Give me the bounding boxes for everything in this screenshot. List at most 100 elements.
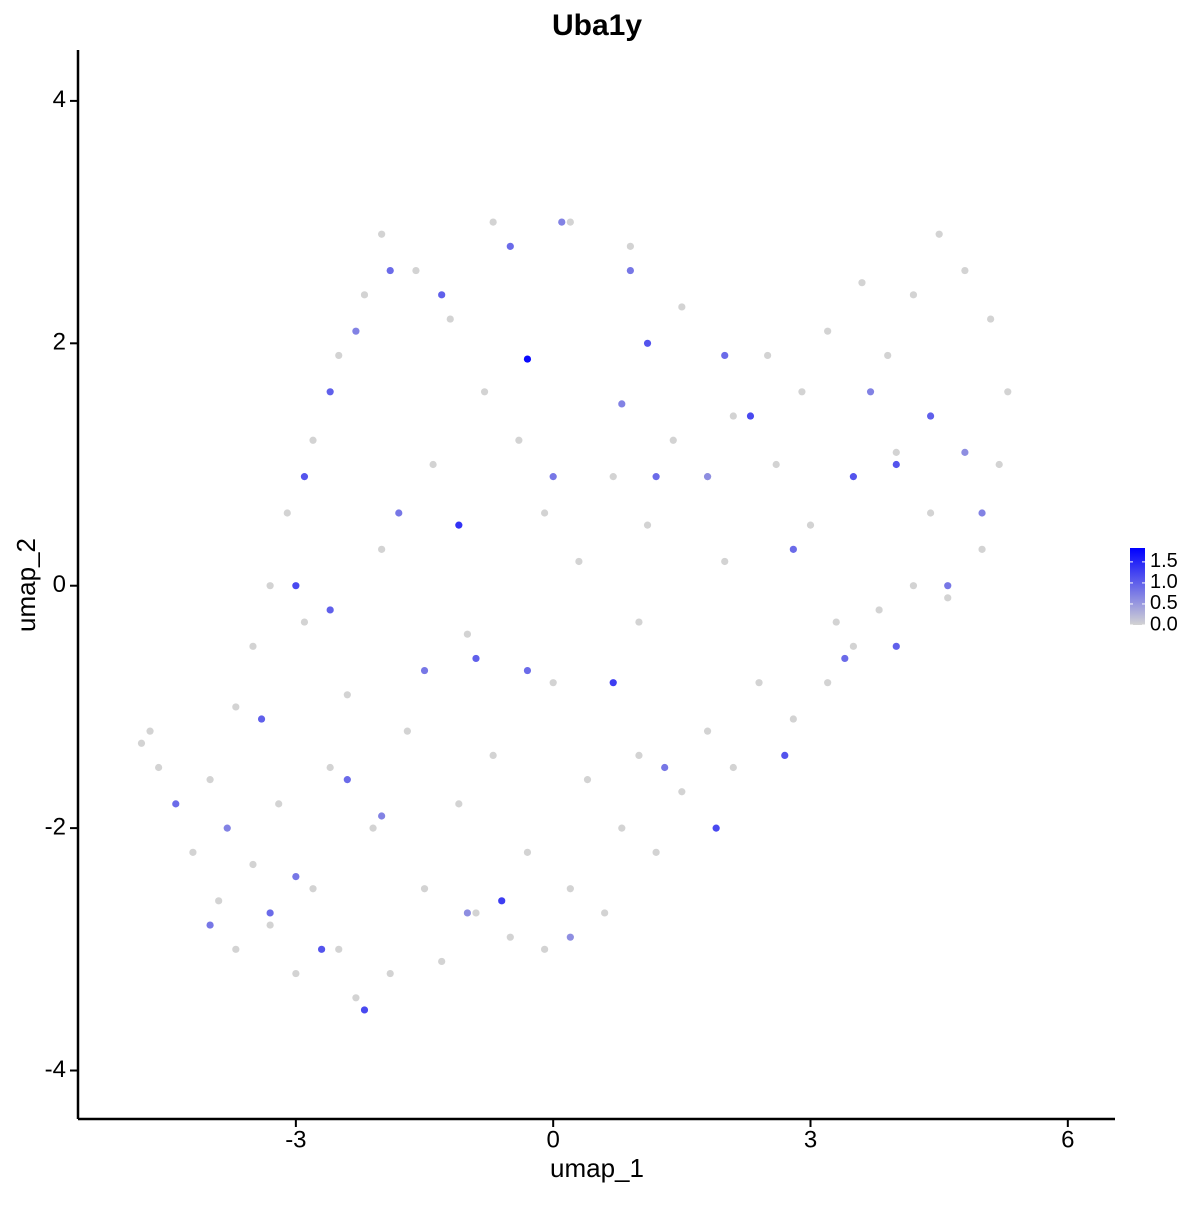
cell-point: [635, 751, 643, 759]
cell-point: [386, 266, 394, 275]
cell-point: [549, 679, 557, 687]
cell-point: [206, 921, 214, 929]
cell-point: [172, 800, 180, 808]
cell-point: [892, 448, 900, 456]
cell-point: [652, 473, 660, 481]
colorbar-label: 0.5: [1150, 592, 1178, 614]
cell-point: [343, 691, 351, 699]
cell-point: [635, 618, 643, 626]
cell-point: [729, 763, 737, 772]
cell-point: [309, 885, 317, 893]
cell-point: [326, 763, 334, 772]
cell-point: [609, 679, 617, 687]
cell-point: [978, 545, 986, 553]
cell-point: [643, 339, 652, 347]
cell-point: [292, 582, 300, 590]
cell-point: [703, 473, 712, 481]
cell-point: [841, 654, 849, 663]
cell-point: [275, 800, 283, 808]
cell-point: [781, 751, 789, 759]
cell-point: [257, 715, 266, 723]
cell-point: [995, 460, 1003, 469]
cell-point: [884, 351, 892, 360]
cell-point: [403, 727, 411, 735]
cell-point: [137, 739, 146, 747]
colorbar-label: 0.0: [1150, 613, 1178, 635]
cell-point: [326, 606, 334, 614]
cell-point: [798, 388, 806, 396]
cell-point: [455, 800, 463, 808]
cell-point: [541, 509, 549, 517]
cell-point: [618, 824, 626, 832]
cell-point: [472, 909, 480, 917]
cell-point: [489, 218, 497, 226]
cell-point: [909, 582, 918, 590]
colorbar: [1130, 548, 1145, 625]
cell-point: [566, 885, 574, 893]
colorbar-label: 1.0: [1150, 571, 1178, 593]
cell-point: [480, 388, 489, 396]
cell-point: [978, 509, 986, 517]
cell-point: [643, 521, 652, 529]
cell-point: [343, 776, 351, 784]
cell-point: [609, 473, 617, 481]
cell-point: [438, 957, 446, 966]
cell-point: [215, 897, 223, 905]
y-tick-label: 4: [53, 86, 66, 113]
cell-point: [472, 654, 480, 663]
cell-point: [232, 703, 240, 711]
cell-point: [223, 824, 231, 832]
cell-point: [232, 945, 240, 953]
cell-point: [309, 436, 317, 444]
cell-point: [746, 412, 755, 420]
cell-point: [146, 727, 154, 735]
x-tick-label: 6: [1061, 1126, 1074, 1153]
cell-point: [446, 315, 454, 323]
cell-point: [292, 872, 300, 881]
cell-point: [661, 763, 669, 772]
x-tick-label: -3: [285, 1126, 306, 1153]
cell-point: [558, 218, 566, 226]
cell-point: [824, 327, 832, 335]
cell-point: [541, 945, 549, 953]
y-tick-label: -2: [45, 813, 66, 840]
cell-point: [755, 679, 763, 687]
cell-point: [892, 642, 900, 650]
cell-point: [721, 351, 729, 360]
cell-point: [832, 618, 840, 626]
cell-point: [721, 557, 729, 566]
cell-point: [292, 969, 300, 978]
y-axis-label: umap_2: [11, 538, 41, 632]
cell-point: [515, 436, 523, 444]
cell-point: [678, 788, 686, 796]
cell-point: [352, 994, 360, 1002]
cell-point: [386, 969, 394, 978]
cell-point: [806, 521, 815, 529]
cell-point: [652, 848, 660, 856]
cell-point: [909, 291, 918, 299]
cell-point: [566, 218, 574, 226]
cell-point: [489, 751, 497, 759]
cell-point: [378, 230, 386, 238]
cell-point: [626, 266, 634, 275]
cell-point: [360, 1006, 369, 1014]
cell-point: [618, 400, 626, 408]
cell-point: [987, 315, 995, 323]
cell-point: [335, 945, 343, 953]
cell-point: [266, 921, 274, 929]
cell-point: [438, 291, 446, 299]
cell-point: [849, 473, 857, 481]
cell-point: [155, 763, 163, 772]
cell-point: [378, 545, 386, 553]
cell-point: [935, 230, 943, 238]
cell-point: [189, 848, 197, 856]
cell-point: [926, 509, 935, 517]
cell-point: [506, 242, 514, 250]
cell-point: [283, 509, 291, 517]
cell-point: [249, 860, 257, 869]
cell-point: [498, 897, 506, 905]
cell-point: [729, 412, 737, 420]
cell-point: [961, 266, 969, 275]
cell-point: [669, 436, 677, 444]
